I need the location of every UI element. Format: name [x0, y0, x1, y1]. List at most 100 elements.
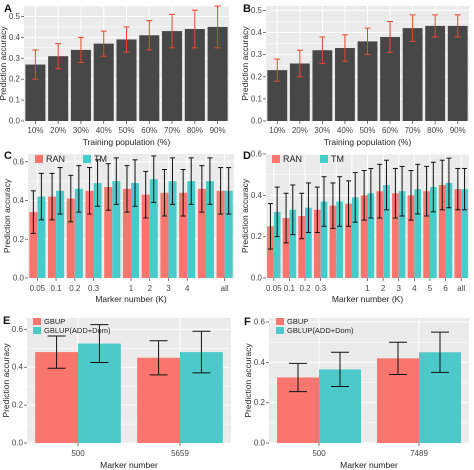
panel-c-xtick-label: 1 [129, 284, 134, 293]
panel-c-xtick-label: 2 [148, 284, 153, 293]
panel-a-bar [25, 64, 46, 121]
panel-a-bar [139, 35, 160, 121]
panel-f-ytick-label: 0.4 [254, 358, 266, 367]
panel-a-xtick-label: 70% [164, 126, 180, 135]
panel-f-ytick-label: 0.0 [254, 439, 266, 448]
panel-c-ytick-label: 0.4 [13, 196, 25, 205]
panel-a-bar [162, 31, 183, 121]
panel-d-xtick-label: 0.2 [299, 284, 311, 293]
panel-a-xtick-label: 90% [210, 126, 226, 135]
panel-d-bar-tm [289, 209, 297, 278]
panel-d-bar-ran [345, 203, 352, 278]
panel-e-ylabel: Prediction accuracy [1, 343, 11, 418]
panel-d-ytick-label: 0.0 [251, 274, 263, 283]
panel-f-legend-swatch [276, 327, 284, 334]
panel-c-bar-tm [205, 181, 214, 278]
panel-f-xtick-label: 7489 [410, 449, 428, 458]
panel-c-bar-ran [179, 192, 188, 278]
panel-d-bar-tm [445, 182, 453, 278]
panel-a-ytick-label: 0.5 [9, 12, 21, 21]
panel-b-bar [357, 41, 378, 122]
panel-c-legend-swatch [35, 155, 43, 163]
panel-b-bar [312, 50, 333, 121]
panel-d-ytick-label: 0.6 [251, 150, 263, 159]
panel-d-ytick-label: 0.2 [251, 232, 263, 241]
panel-d-bar-tm [336, 201, 343, 278]
panel-d-xtick-label: 1 [365, 284, 370, 293]
panel-d-letter: D [243, 150, 251, 162]
panel-d-legend-swatch [272, 155, 280, 163]
panel-a-bar [184, 29, 205, 121]
panel-a-ytick-label: 0.1 [9, 96, 21, 105]
panel-d-xtick-label: 0.1 [284, 284, 296, 293]
panel-d-xtick-label: 0.3 [315, 284, 327, 293]
panel-a-ytick-label: 0.0 [9, 117, 21, 126]
panel-b-ytick-label: 0.0 [251, 117, 263, 126]
panel-d-xtick-label: 2 [381, 284, 386, 293]
panel-a-xtick-label: 40% [96, 126, 112, 135]
panel-c-bar-ran [29, 212, 38, 278]
panel-a-xtick-label: 60% [141, 126, 157, 135]
panel-f-ytick-label: 0.2 [254, 398, 266, 407]
panel-c-xtick-label: 4 [185, 284, 190, 293]
panel-d-bar-ran [298, 216, 306, 278]
panel-d-legend-label: RAN [283, 154, 302, 164]
panel-b-ytick-label: 0.4 [251, 28, 263, 37]
panel-e-legend-swatch [33, 318, 41, 325]
panel-d-xtick-label: all [457, 284, 465, 293]
panel-d-bar-tm [305, 207, 312, 278]
panel-e-xlabel: Marker number [100, 460, 158, 470]
panel-c-bar-tm [131, 183, 140, 278]
panel-f-xlabel: Marker number [340, 460, 398, 470]
panel-c-bar-ran [216, 190, 225, 278]
panel-a-ylabel: Prediction accuracy [0, 26, 8, 101]
panel-c-xtick-label: 0.2 [69, 284, 81, 293]
panel-b-bar [289, 63, 310, 121]
panel-e-ytick-label: 0.6 [12, 325, 24, 334]
panel-b-xtick-label: 70% [405, 126, 421, 135]
panel-e-legend-swatch [33, 327, 41, 334]
panel-a-ytick-label: 0.4 [9, 33, 21, 42]
panel-d-bar-tm [383, 185, 390, 278]
panel-c-bar-tm [149, 179, 158, 278]
panel-a-bar [116, 39, 137, 121]
panel-d-xtick-label: 0.05 [266, 284, 282, 293]
panel-d-ylabel: Prediction accuracy [240, 178, 250, 253]
panel-d-xtick-label: 3 [397, 284, 402, 293]
panel-c-bar-tm [168, 181, 177, 278]
panel-b-ytick-label: 0.2 [251, 72, 263, 81]
panel-c-bar-ran [66, 198, 75, 278]
panel-b-bar [380, 36, 400, 121]
panel-b-letter: B [243, 3, 251, 15]
panel-c-bar-ran [85, 190, 94, 278]
panel-d-bar-ran [392, 193, 399, 278]
panel-b-xtick-label: 20% [292, 126, 308, 135]
panel-a-xtick-label: 20% [50, 126, 66, 135]
panel-c-bar-ran [141, 194, 150, 278]
panel-b-bar [267, 70, 288, 121]
panel-d-bar-ran [313, 209, 321, 278]
panel-c-ytick-label: 0.6 [13, 157, 25, 166]
panel-c-xtick-label: 3 [166, 284, 171, 293]
panel-b-bar [335, 48, 355, 122]
panel-d-bar-ran [407, 195, 415, 278]
panel-c-bar-tm [224, 190, 233, 278]
panel-e-legend-label: GBUP [44, 317, 65, 326]
panel-c-bar-ran [48, 196, 57, 278]
panel-b-xtick-label: 30% [314, 126, 330, 135]
panel-d-legend-label: TM [331, 154, 344, 164]
panel-c-xlabel: Marker number (K) [95, 294, 166, 304]
panel-d-bar-ran [438, 185, 446, 278]
panel-b-xtick-label: 10% [269, 126, 285, 135]
panel-b-xtick-label: 90% [450, 126, 466, 135]
panel-b-xtick-label: 60% [382, 126, 398, 135]
panel-c-xtick-label: 0.1 [51, 284, 63, 293]
panel-d-bar-tm [461, 189, 468, 278]
panel-d-bar-tm [414, 189, 422, 278]
panel-d-legend-swatch [320, 155, 328, 163]
panel-a-xtick-label: 50% [118, 126, 134, 135]
panel-d-xtick-label: 6 [443, 284, 448, 293]
panel-f-xtick-label: 500 [312, 449, 326, 458]
panel-a-ytick-label: 0.3 [9, 54, 21, 63]
